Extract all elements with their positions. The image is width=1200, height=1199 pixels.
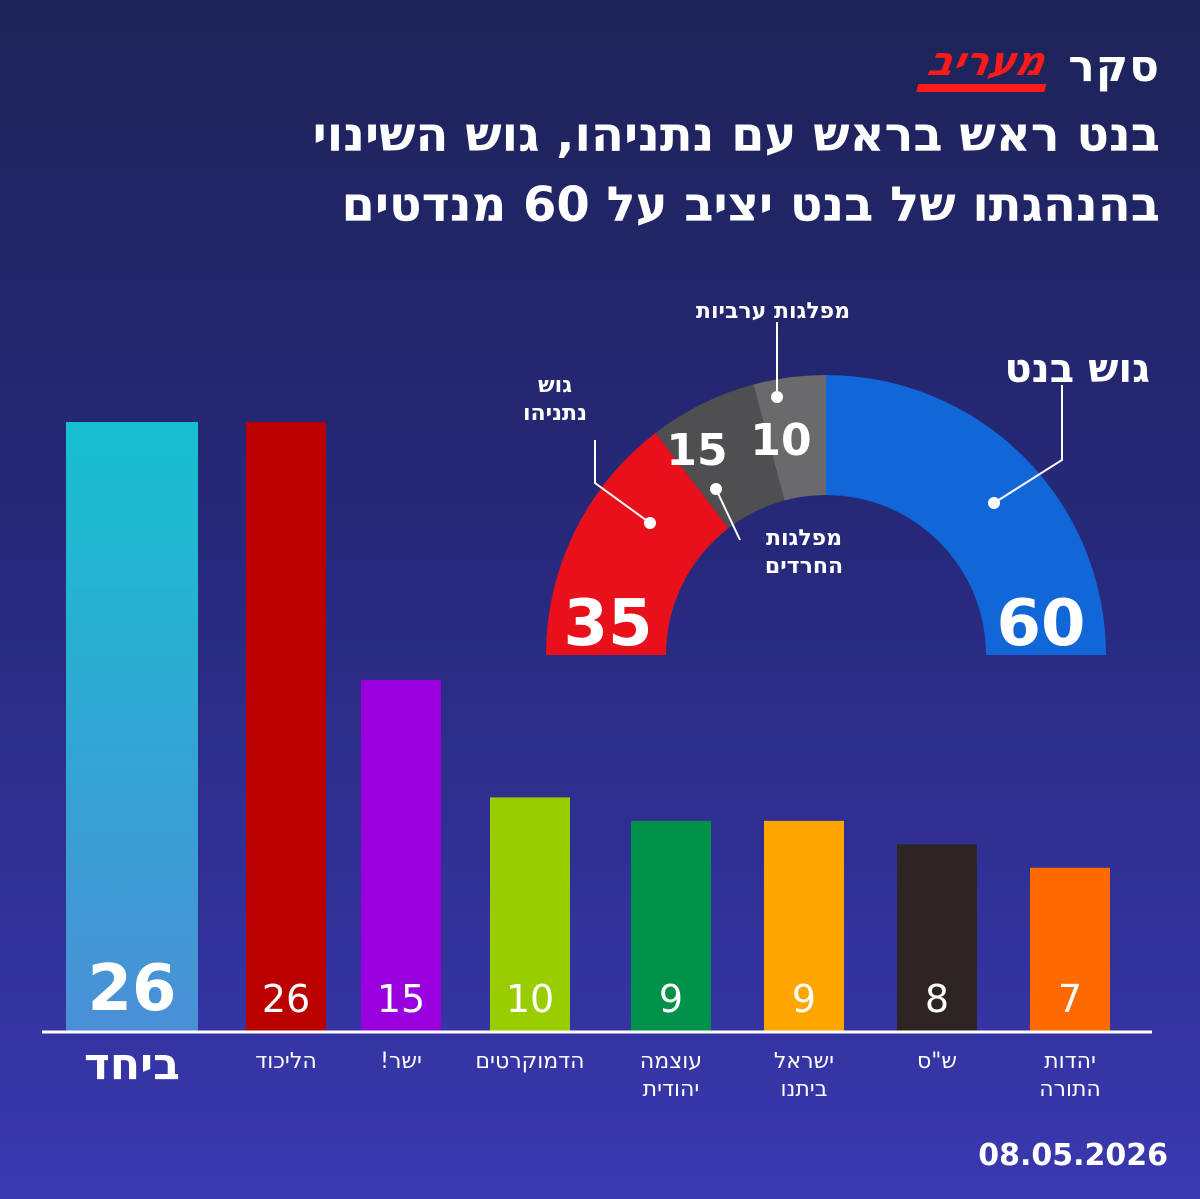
- party-name-line: עוצמה: [639, 1049, 703, 1074]
- bar: [490, 797, 570, 1032]
- netanyahu-callout-line: [594, 440, 651, 524]
- party-name-line: יהדות: [1044, 1049, 1096, 1074]
- arab-callout-dot: [771, 391, 783, 403]
- arab-seats-value: 10: [750, 415, 811, 466]
- netanyahu-bloc-label-1: גוש: [538, 373, 572, 398]
- party-name: עוצמה יהודית: [591, 1048, 751, 1104]
- party-name-line: הדמוקרטים: [475, 1049, 585, 1074]
- party-name: ש"ס: [857, 1048, 1017, 1076]
- header: סקר מעריב בנט ראש בראש עם נתניהו, גוש הש…: [312, 39, 1160, 240]
- bar-value-label: 26: [262, 977, 310, 1021]
- title-line-2: בהנהגתו של בנט יציב על 60 מנדטים: [341, 177, 1160, 233]
- bar: [361, 680, 441, 1032]
- bar-value-label: 9: [659, 977, 683, 1021]
- bennett-callout-line: [993, 385, 1063, 504]
- bar: [66, 422, 198, 1032]
- bennett-seats-value: 60: [996, 587, 1085, 661]
- bennett-callout-dot: [988, 497, 1000, 509]
- party-name: ישראל ביתנו: [724, 1048, 884, 1104]
- bar-value-label: 7: [1058, 977, 1082, 1021]
- brand-row: סקר מעריב: [313, 39, 1160, 92]
- arab-parties-label: מפלגות ערביות: [696, 299, 850, 324]
- bar: [897, 844, 977, 1032]
- survey-word: סקר: [1068, 40, 1160, 92]
- party-name: ישר!: [321, 1048, 481, 1076]
- arab-segment: [753, 375, 826, 501]
- party-name-line: ש"ס: [917, 1049, 957, 1074]
- netanyahu-segment: [546, 432, 729, 655]
- bar: [631, 820, 711, 1032]
- party-name: ביחד: [52, 1040, 212, 1090]
- haredi-callout-dot: [710, 483, 722, 495]
- party-name-line: יהודית: [642, 1077, 700, 1102]
- bar: [246, 422, 326, 1032]
- haredi-parties-label-2: החרדים: [765, 554, 843, 579]
- bar-value-label: 9: [792, 977, 816, 1021]
- party-name-line: ביתנו: [780, 1077, 828, 1102]
- party-name-line: הליכוד: [255, 1049, 317, 1074]
- netanyahu-bloc-label-2: נתניהו: [523, 401, 587, 426]
- bar: [1030, 867, 1110, 1032]
- bar-value-label: 15: [377, 977, 425, 1021]
- party-name-line: ישר!: [380, 1049, 422, 1074]
- netanyahu-seats-value: 35: [563, 587, 652, 661]
- party-name-line: ביחד: [84, 1039, 180, 1090]
- bar-value-label: 10: [506, 977, 554, 1021]
- haredi-seats-value: 15: [666, 425, 727, 476]
- bennett-bloc-label: גוש בנט: [1004, 346, 1150, 392]
- bar-value-label: 26: [87, 952, 176, 1026]
- party-name: יהדות התורה: [990, 1048, 1150, 1104]
- bar: [764, 820, 844, 1032]
- party-name-line: ישראל: [773, 1049, 835, 1074]
- party-name: הדמוקרטים: [450, 1048, 610, 1076]
- party-name: הליכוד: [206, 1048, 366, 1076]
- haredi-segment: [655, 384, 785, 529]
- haredi-parties-label-1: מפלגות: [766, 526, 842, 551]
- netanyahu-callout-dot: [644, 517, 656, 529]
- title-line-1: בנט ראש בראש עם נתניהו, גוש השינוי: [312, 107, 1160, 163]
- survey-date: 08.05.2026: [978, 1138, 1168, 1173]
- bennett-segment: [826, 375, 1106, 655]
- haredi-callout-line: [715, 488, 741, 541]
- bar-value-label: 8: [925, 977, 949, 1021]
- party-name-line: התורה: [1039, 1077, 1101, 1102]
